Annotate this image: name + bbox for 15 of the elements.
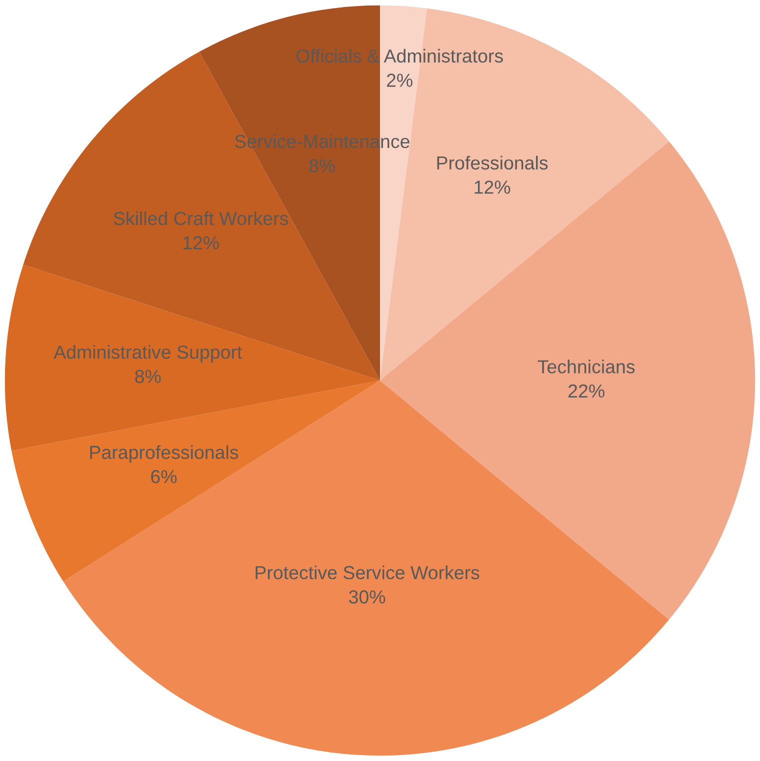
data-label: 2%	[386, 74, 412, 87]
data-label: 12%	[474, 180, 510, 194]
slice-label: Professionals	[437, 156, 548, 170]
data-label: 8%	[135, 370, 161, 384]
data-label: 8%	[309, 159, 336, 172]
slice-label: Officials & Administrators	[296, 48, 503, 63]
slice-label: Technicians	[538, 360, 635, 374]
data-label: 22%	[568, 384, 604, 398]
data-label: 12%	[183, 236, 219, 250]
data-label: 6%	[151, 470, 177, 484]
slice-label: Paraprofessionals	[90, 445, 238, 463]
slice-label: Protective Service Workers	[256, 566, 480, 580]
slice-label: Skilled Craft Workers	[114, 211, 288, 226]
slice-label: Administrative Support	[54, 345, 242, 362]
data-label: 30%	[348, 590, 386, 604]
